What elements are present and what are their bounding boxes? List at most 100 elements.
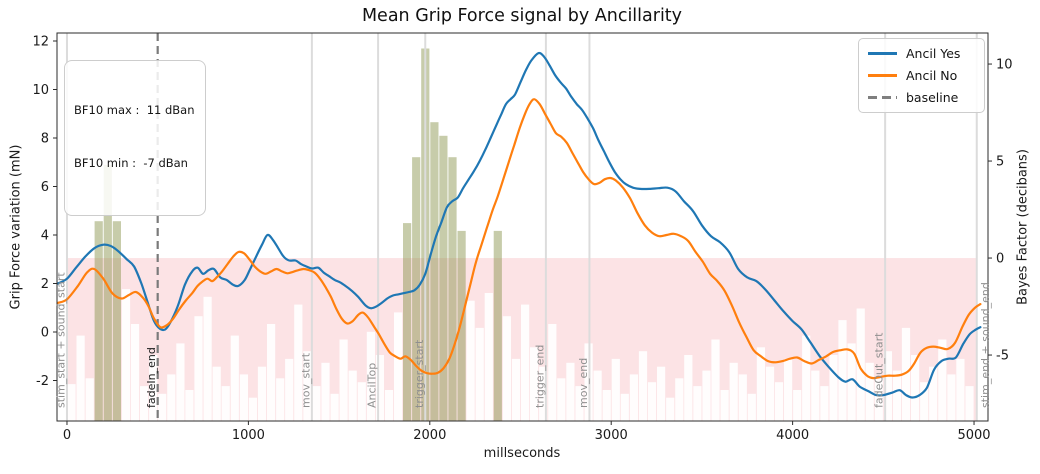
y-tick-label-right: 5 xyxy=(996,155,1004,170)
bayes-factor-bar xyxy=(947,374,956,421)
bayes-factor-bar xyxy=(67,384,76,421)
bayes-factor-bar xyxy=(403,223,412,421)
bayes-factor-bar xyxy=(176,343,185,421)
bayes-factor-bar xyxy=(267,324,276,421)
y-axis-label-right: Bayes Factor (decibans) xyxy=(1015,149,1031,305)
bayes-factor-bar xyxy=(820,386,829,421)
bayes-factor-bar xyxy=(140,386,149,421)
bayes-factor-bar xyxy=(475,327,484,421)
bayes-factor-bar xyxy=(384,390,394,421)
bayes-factor-bar xyxy=(530,347,539,421)
y-tick-label-left: 4 xyxy=(41,229,49,244)
bayes-factor-bar xyxy=(167,374,176,421)
bayes-factor-bar xyxy=(602,390,611,421)
bayes-factor-bar xyxy=(348,370,357,421)
bayes-factor-bar xyxy=(593,370,602,421)
bayes-factor-bar xyxy=(439,135,448,422)
x-tick-label: 2000 xyxy=(413,428,446,443)
legend-label: Ancil Yes xyxy=(906,46,961,61)
y-tick-label-left: 10 xyxy=(32,83,49,98)
bayes-factor-bar xyxy=(738,374,747,421)
bayes-factor-bar xyxy=(693,386,702,421)
bayes-factor-bar xyxy=(149,355,158,421)
bayes-factor-bar xyxy=(466,300,475,421)
y-tick-label-right: 0 xyxy=(996,252,1004,267)
y-tick-label-right: 10 xyxy=(996,58,1013,73)
y-tick-label-left: 2 xyxy=(41,277,49,292)
bayes-factor-bar xyxy=(339,339,348,421)
bayes-factor-bar xyxy=(257,366,267,421)
event-label: mov_end xyxy=(577,358,590,408)
bayes-factor-bar xyxy=(657,366,666,421)
bayes-factor-bar xyxy=(394,312,403,421)
y-axis-label-left: Grip Force variation (mN) xyxy=(8,144,24,310)
event-label: stim_end + sound_end xyxy=(979,282,992,408)
bayes-factor-bar xyxy=(303,351,312,421)
bayes-factor-bar xyxy=(566,362,575,421)
bayes-factor-bar xyxy=(85,378,94,421)
bayes-factor-bar xyxy=(793,390,802,421)
bayes-factor-bar xyxy=(956,358,965,421)
bayes-factor-bar xyxy=(747,393,756,421)
bayes-factor-bar xyxy=(856,308,865,421)
bayes-factor-bar xyxy=(312,386,321,421)
bayes-factor-bar xyxy=(920,382,929,421)
bayes-factor-bar xyxy=(838,320,847,421)
x-tick-label: 4000 xyxy=(776,428,809,443)
bayes-factor-bar xyxy=(874,378,883,421)
bayes-factor-bar xyxy=(76,335,85,421)
bayes-factor-bar xyxy=(684,355,693,421)
bayes-factor-bar xyxy=(720,390,729,421)
line-sample-icon xyxy=(868,74,897,77)
bayes-factor-bar xyxy=(248,397,257,421)
bayes-factor-bar xyxy=(548,324,557,421)
bayes-factor-bar xyxy=(638,351,648,421)
bayes-factor-bar xyxy=(575,386,584,421)
bayes-factor-bar xyxy=(285,358,294,421)
bayes-factor-bar xyxy=(94,221,103,421)
legend-item-ancil-yes: Ancil Yes xyxy=(868,46,975,61)
event-label: AncilTop xyxy=(366,363,379,408)
bayes-factor-bar xyxy=(847,343,856,421)
bayes-factor-bar xyxy=(112,221,121,421)
bayes-factor-bar xyxy=(212,366,221,421)
bayes-factor-bar xyxy=(611,358,620,421)
bayes-factor-bar xyxy=(756,347,765,421)
y-tick-label-left: -2 xyxy=(36,374,49,389)
bayes-factor-bar xyxy=(647,382,657,421)
bayes-factor-bar xyxy=(158,393,167,421)
bayes-factor-bar xyxy=(321,362,330,421)
bayes-factor-bar xyxy=(185,390,194,421)
event-label: stim_start + sound_start xyxy=(54,272,67,408)
bayes-factor-bar xyxy=(965,386,974,421)
event-label: trigger_end xyxy=(533,345,546,408)
bayes-factor-bar xyxy=(829,355,838,421)
bayes-factor-bar xyxy=(357,382,366,421)
x-tick-label: 1000 xyxy=(232,428,265,443)
bayes-factor-bar xyxy=(194,316,203,421)
y-tick-label-right: -5 xyxy=(996,349,1009,364)
bayes-factor-bar xyxy=(629,374,638,421)
bayes-factor-bar xyxy=(711,339,720,421)
bayes-factor-bar xyxy=(802,335,811,421)
bayes-factor-bar xyxy=(521,304,530,421)
event-label: trigger_start xyxy=(413,339,426,408)
series-line-ancil-yes xyxy=(56,51,982,399)
bayes-factor-bar xyxy=(702,370,711,421)
bayes-factor-bar xyxy=(511,358,521,421)
bayes-factor-bar xyxy=(675,378,684,421)
bayes-factor-bar xyxy=(901,327,911,421)
legend: Ancil Yes Ancil No baseline xyxy=(858,38,985,113)
legend-item-baseline: baseline xyxy=(868,90,975,105)
bayes-factor-bar xyxy=(911,355,920,421)
bayes-factor-bar xyxy=(430,122,439,421)
legend-label: Ancil No xyxy=(906,68,958,83)
bayes-factor-bar xyxy=(892,370,902,421)
bayes-factor-bar xyxy=(330,393,339,421)
x-tick-label: 3000 xyxy=(595,428,628,443)
bayes-factor-bar xyxy=(276,378,285,421)
bayes-factor-bar xyxy=(557,378,566,421)
legend-item-ancil-no: Ancil No xyxy=(868,68,975,83)
